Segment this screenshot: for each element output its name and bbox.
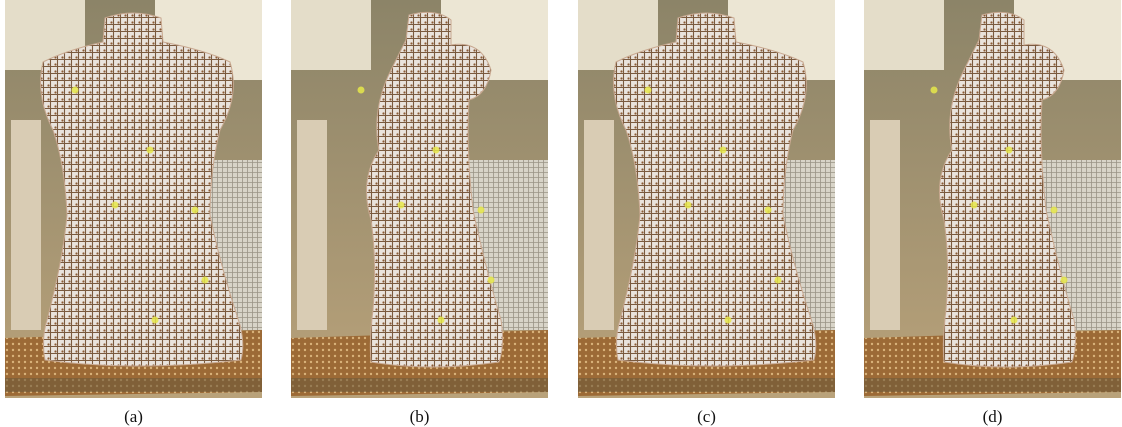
page: (a)(b)(c)(d) (() => { const data = JSON.…: [0, 0, 1122, 427]
marker: [438, 317, 445, 324]
marker: [488, 277, 495, 284]
poster: [864, 0, 944, 70]
turntable-edge: [578, 378, 835, 392]
marker: [1011, 317, 1018, 324]
panel-board: [11, 120, 41, 330]
marker: [358, 87, 365, 94]
marker: [202, 277, 209, 284]
marker: [931, 87, 938, 94]
marker: [112, 202, 119, 209]
marker: [398, 202, 405, 209]
turntable-edge: [5, 378, 262, 392]
turntable-edge: [291, 378, 548, 392]
marker: [72, 87, 79, 94]
panel-board: [297, 120, 327, 330]
marker: [152, 317, 159, 324]
panel: (b): [291, 0, 548, 426]
marker: [765, 207, 772, 214]
marker: [478, 207, 485, 214]
marker: [775, 277, 782, 284]
marker: [725, 317, 732, 324]
marker: [192, 207, 199, 214]
panel-caption: (a): [124, 407, 143, 426]
panel-caption: (b): [410, 407, 430, 426]
panel-caption: (d): [983, 407, 1003, 426]
poster: [291, 0, 371, 70]
marker: [971, 202, 978, 209]
panel: (a): [5, 0, 262, 426]
marker: [720, 147, 727, 154]
marker: [645, 87, 652, 94]
marker: [1061, 277, 1068, 284]
marker: [1051, 207, 1058, 214]
figure: (a) (b) (c) (d): [0, 0, 1122, 427]
panel-caption: (c): [697, 407, 716, 426]
marker: [1006, 147, 1013, 154]
marker: [433, 147, 440, 154]
turntable-edge: [864, 378, 1121, 392]
panel: (d): [864, 0, 1121, 426]
marker: [147, 147, 154, 154]
panel-board: [870, 120, 900, 330]
panel: (c): [578, 0, 835, 426]
panel-board: [584, 120, 614, 330]
marker: [685, 202, 692, 209]
